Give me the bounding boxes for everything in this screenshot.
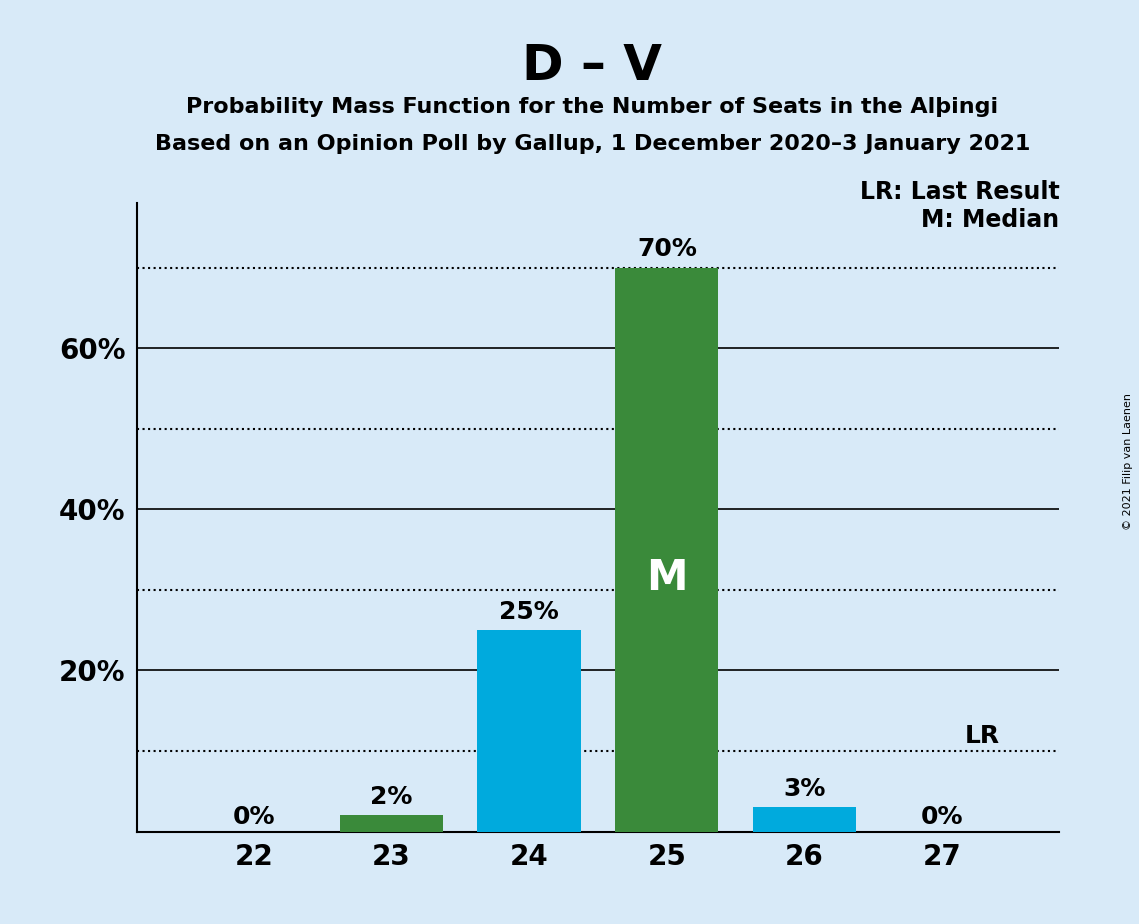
Text: © 2021 Filip van Laenen: © 2021 Filip van Laenen [1123, 394, 1133, 530]
Bar [339, 816, 443, 832]
Text: Probability Mass Function for the Number of Seats in the Alþingi: Probability Mass Function for the Number… [186, 97, 999, 117]
Bar [477, 630, 581, 832]
Text: 0%: 0% [921, 805, 964, 829]
Text: 3%: 3% [784, 777, 826, 801]
Bar [753, 808, 857, 832]
Text: Based on an Opinion Poll by Gallup, 1 December 2020–3 January 2021: Based on an Opinion Poll by Gallup, 1 De… [155, 134, 1030, 154]
Text: M: M [646, 557, 688, 599]
Text: 70%: 70% [637, 237, 697, 261]
Text: 2%: 2% [370, 785, 412, 809]
Bar [615, 268, 719, 832]
Text: 25%: 25% [499, 600, 559, 624]
Text: 0%: 0% [232, 805, 274, 829]
Text: D – V: D – V [523, 42, 662, 90]
Text: M: Median: M: Median [921, 208, 1059, 232]
Text: LR: Last Result: LR: Last Result [860, 180, 1059, 204]
Text: LR: LR [965, 723, 1000, 748]
